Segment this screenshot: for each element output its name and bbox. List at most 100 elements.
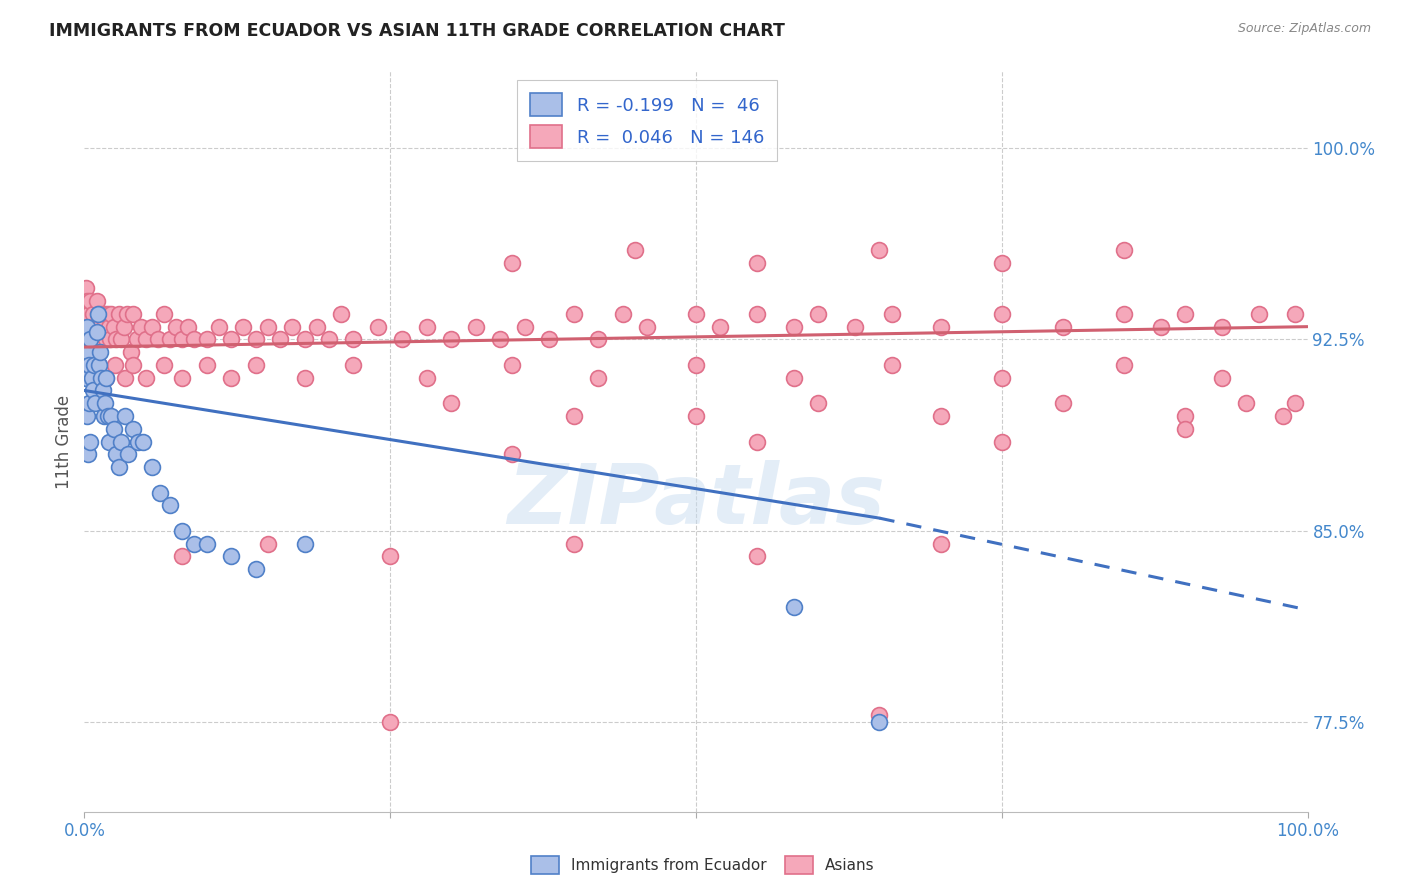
Point xyxy=(159,499,181,513)
Point xyxy=(367,319,389,334)
Point xyxy=(991,370,1014,384)
Point xyxy=(195,358,218,372)
Point xyxy=(98,333,121,347)
Point xyxy=(232,319,254,334)
Point xyxy=(562,307,585,321)
Point xyxy=(281,319,304,334)
Point xyxy=(84,396,107,410)
Point xyxy=(75,333,97,347)
Point xyxy=(747,434,769,449)
Point xyxy=(75,333,97,347)
Point xyxy=(1284,307,1306,321)
Point xyxy=(1211,319,1233,334)
Point xyxy=(110,434,132,449)
Point xyxy=(538,333,561,347)
Point xyxy=(79,434,101,449)
Point xyxy=(685,307,707,321)
Point xyxy=(807,307,830,321)
Point xyxy=(502,358,524,372)
Point xyxy=(380,549,402,564)
Point xyxy=(342,358,364,372)
Point xyxy=(562,409,585,423)
Point xyxy=(502,256,524,270)
Point xyxy=(929,319,952,334)
Point xyxy=(269,333,291,347)
Point xyxy=(1114,307,1136,321)
Point xyxy=(122,307,145,321)
Point xyxy=(624,243,647,257)
Point xyxy=(929,536,952,550)
Point xyxy=(89,345,111,359)
Point xyxy=(294,536,316,550)
Point xyxy=(135,370,157,384)
Point xyxy=(105,447,128,461)
Point xyxy=(86,333,108,347)
Point xyxy=(880,358,903,372)
Point xyxy=(1174,307,1197,321)
Point xyxy=(90,307,112,321)
Point xyxy=(83,358,105,372)
Point xyxy=(75,370,97,384)
Point xyxy=(114,370,136,384)
Point xyxy=(783,370,806,384)
Point xyxy=(76,319,98,334)
Point xyxy=(83,370,105,384)
Point xyxy=(91,384,114,398)
Point xyxy=(82,384,104,398)
Point xyxy=(219,549,242,564)
Point xyxy=(747,549,769,564)
Point xyxy=(82,345,104,359)
Point xyxy=(318,333,340,347)
Point xyxy=(172,333,194,347)
Point xyxy=(1272,409,1295,423)
Point xyxy=(146,333,169,347)
Point xyxy=(747,307,769,321)
Point xyxy=(219,370,242,384)
Point xyxy=(869,707,891,722)
Point xyxy=(294,370,316,384)
Point xyxy=(183,333,205,347)
Point xyxy=(104,358,127,372)
Point xyxy=(83,358,105,372)
Point xyxy=(87,358,110,372)
Point xyxy=(305,319,328,334)
Point xyxy=(97,319,120,334)
Point xyxy=(929,409,952,423)
Point xyxy=(96,333,118,347)
Point xyxy=(105,333,128,347)
Point xyxy=(1174,422,1197,436)
Point xyxy=(159,333,181,347)
Point xyxy=(79,294,101,309)
Point xyxy=(195,536,218,550)
Point xyxy=(208,319,231,334)
Point xyxy=(1052,319,1074,334)
Point xyxy=(1114,358,1136,372)
Point xyxy=(1284,396,1306,410)
Point xyxy=(245,333,267,347)
Point xyxy=(489,333,512,347)
Point xyxy=(112,319,135,334)
Point xyxy=(172,370,194,384)
Y-axis label: 11th Grade: 11th Grade xyxy=(55,394,73,489)
Point xyxy=(110,333,132,347)
Point xyxy=(107,307,129,321)
Point xyxy=(77,370,100,384)
Point xyxy=(869,715,891,730)
Point xyxy=(84,333,107,347)
Point xyxy=(76,319,98,334)
Point xyxy=(177,319,200,334)
Point xyxy=(195,333,218,347)
Text: ZIPatlas: ZIPatlas xyxy=(508,460,884,541)
Point xyxy=(709,319,731,334)
Point xyxy=(807,396,830,410)
Point xyxy=(747,256,769,270)
Legend: Immigrants from Ecuador, Asians: Immigrants from Ecuador, Asians xyxy=(526,850,880,880)
Point xyxy=(87,358,110,372)
Point xyxy=(82,307,104,321)
Point xyxy=(1114,243,1136,257)
Text: IMMIGRANTS FROM ECUADOR VS ASIAN 11TH GRADE CORRELATION CHART: IMMIGRANTS FROM ECUADOR VS ASIAN 11TH GR… xyxy=(49,22,785,40)
Point xyxy=(77,345,100,359)
Point xyxy=(1236,396,1258,410)
Point xyxy=(1211,370,1233,384)
Point xyxy=(440,396,463,410)
